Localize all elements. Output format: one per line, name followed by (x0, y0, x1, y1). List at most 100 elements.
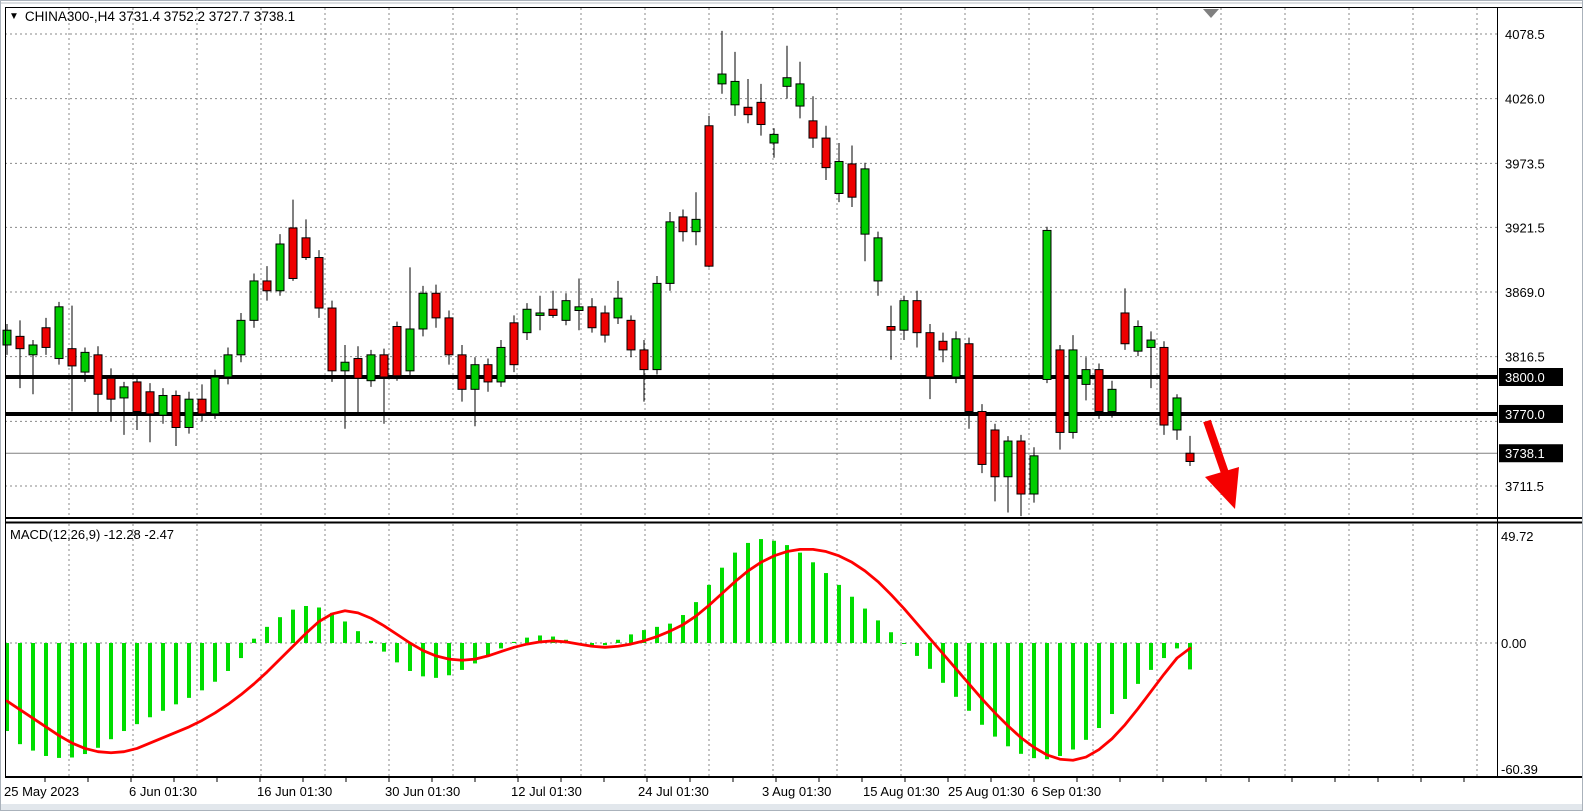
macd-histogram-bar (1110, 643, 1114, 715)
macd-histogram-bar (1045, 643, 1049, 760)
macd-histogram-bar (174, 643, 178, 705)
macd-histogram-bar (369, 640, 373, 643)
candle-bullish (496, 346, 506, 383)
candle-bearish (639, 349, 649, 371)
macd-histogram-bar (538, 635, 542, 643)
time-axis-label: 12 Jul 01:30 (511, 784, 582, 799)
time-axis-label: 6 Sep 01:30 (1031, 784, 1101, 799)
macd-histogram-bar (707, 584, 711, 643)
macd-histogram-bar (694, 602, 698, 643)
macd-axis-label: 0.00 (1501, 636, 1526, 651)
candle-bullish (1133, 326, 1143, 352)
candle-bearish (1120, 312, 1130, 345)
candle-bearish (197, 398, 207, 415)
candle-bearish (15, 335, 25, 350)
chart-title-row: ▼ CHINA300-,H4 3731.4 3752.2 3727.7 3738… (9, 9, 295, 24)
macd-histogram-bar (317, 607, 321, 643)
macd-histogram-bar (135, 643, 139, 725)
price-axis-label: 3869.0 (1505, 285, 1545, 300)
candle-bearish (145, 391, 155, 415)
macd-histogram-bar (187, 643, 191, 698)
candle-bearish (743, 106, 753, 116)
time-axis-label: 24 Jul 01:30 (638, 784, 709, 799)
macd-histogram-bar (642, 630, 646, 643)
macd-histogram-bar (525, 637, 529, 643)
candle-bearish (977, 410, 987, 465)
candle-bearish (392, 326, 402, 377)
candle-bearish (1016, 440, 1026, 495)
candle-bullish (717, 73, 727, 85)
macd-histogram-bar (57, 643, 61, 758)
horizontal-gridlines (5, 33, 1497, 487)
candle-bullish (1081, 369, 1091, 385)
macd-axis-label: -60.39 (1501, 762, 1538, 777)
price-axis-label: 3921.5 (1505, 220, 1545, 235)
candle-bearish (587, 306, 597, 329)
candle-bullish (834, 160, 844, 194)
macd-histogram-bar (798, 552, 802, 643)
candle-bullish (54, 306, 64, 360)
candle-bearish (301, 237, 311, 259)
arrow-head-icon (1205, 467, 1239, 509)
candle-bearish (990, 429, 1000, 478)
macd-histogram-bar (1006, 643, 1010, 747)
macd-histogram-bar (1136, 643, 1140, 684)
macd-histogram-bar (1123, 643, 1127, 699)
candle-bullish (1029, 455, 1039, 495)
macd-histogram-bar (668, 623, 672, 643)
candlestick-series (2, 30, 1195, 517)
candle-bullish (951, 338, 961, 378)
bottom-strip (1, 804, 1582, 810)
macd-histogram-bar (148, 643, 152, 718)
candle-bearish (1055, 349, 1065, 433)
time-axis-label: 6 Jun 01:30 (129, 784, 197, 799)
macd-histogram-bar (395, 643, 399, 663)
candle-bullish (184, 398, 194, 428)
macd-histogram-bar (44, 643, 48, 756)
candle-bullish (405, 328, 415, 372)
candle-bearish (808, 120, 818, 139)
macd-histogram-bar (265, 626, 269, 643)
candle-bullish (665, 221, 675, 284)
macd-histogram-bar (1188, 643, 1192, 670)
price-badge (1499, 368, 1563, 387)
macd-histogram-bar (811, 562, 815, 643)
macd-indicator-label: MACD(12,26,9) -12.28 -2.47 (10, 527, 174, 542)
candle-bearish (431, 292, 441, 319)
macd-histogram-bar (720, 567, 724, 643)
arrow-down-annotation[interactable] (1203, 419, 1239, 509)
macd-histogram-bar (96, 643, 100, 748)
candle-bearish (288, 227, 298, 279)
macd-histogram-bar (772, 540, 776, 643)
candle-bearish (379, 354, 389, 378)
price-badge (1499, 404, 1563, 423)
candle-bearish (1094, 369, 1104, 412)
macd-histogram-bar (876, 620, 880, 643)
time-axis-label: 15 Aug 01:30 (863, 784, 940, 799)
macd-histogram-bar (291, 609, 295, 643)
candle-bearish (67, 348, 77, 367)
candle-bullish (522, 308, 532, 334)
macd-histogram-bar (31, 643, 35, 751)
candle-bullish (860, 168, 870, 235)
macd-histogram-bar (304, 605, 308, 643)
candle-bearish (600, 312, 610, 336)
price-axis-label: 4026.0 (1505, 92, 1545, 107)
macd-histogram-bar (1175, 643, 1179, 649)
macd-histogram-bar (941, 643, 945, 683)
time-axis-label: 30 Jun 01:30 (385, 784, 460, 799)
candle-bullish (652, 282, 662, 371)
macd-histogram-bar (213, 643, 217, 682)
candle-bullish (730, 80, 740, 106)
candle-bearish (41, 327, 51, 348)
macd-histogram-bar (226, 643, 230, 671)
candle-bearish (132, 381, 142, 412)
macd-histogram-bar (1071, 643, 1075, 750)
candle-bullish (28, 344, 38, 356)
candle-bearish (678, 216, 688, 233)
candle-bearish (886, 326, 896, 331)
candle-bearish (847, 163, 857, 198)
macd-histogram-bar (629, 634, 633, 643)
